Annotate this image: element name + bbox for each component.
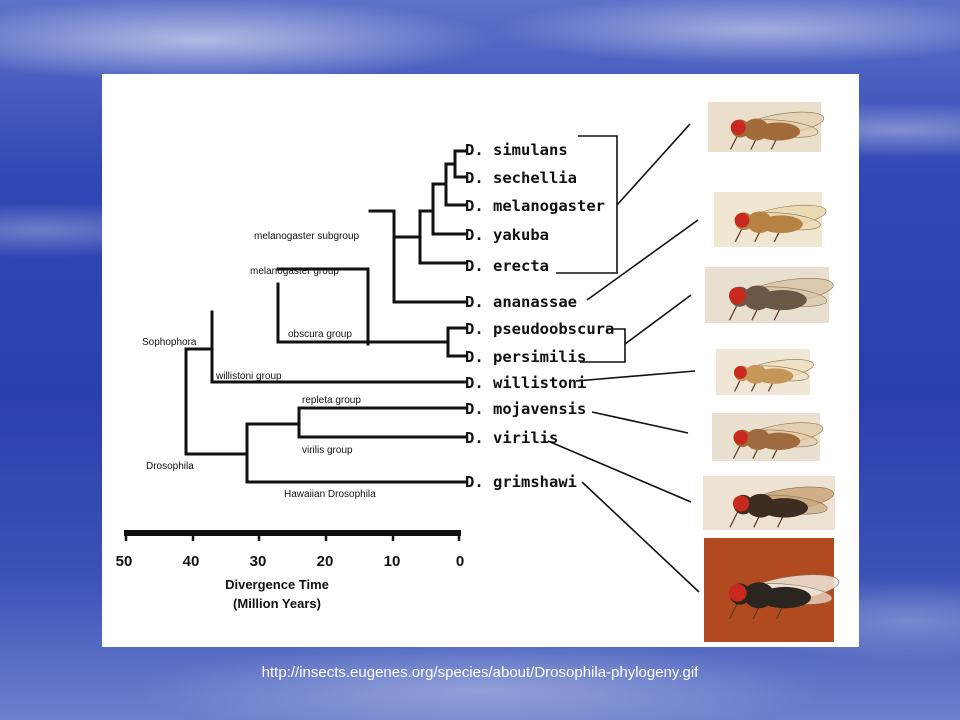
connector-line — [624, 294, 692, 345]
axis-tick-label: 0 — [456, 553, 464, 570]
bracket-lines — [547, 123, 700, 593]
fly-photo — [704, 538, 840, 642]
species-label: D. sechellia — [465, 169, 577, 187]
group-label-melanogaster-subgroup: melanogaster subgroup — [254, 231, 360, 242]
species-labels: D. simulans D. sechellia D. melanogaster… — [465, 141, 614, 491]
group-labels: melanogaster subgroup melanogaster group… — [142, 231, 376, 500]
axis-title: (Million Years) — [233, 596, 321, 611]
tree-branches — [184, 149, 467, 484]
fly-photo — [703, 476, 835, 530]
species-label: D. virilis — [465, 429, 558, 447]
fly-photo — [716, 349, 814, 395]
obscura-bracket — [580, 328, 626, 363]
fly-eye — [732, 495, 750, 512]
group-label-virilis-group: virilis group — [302, 445, 353, 456]
fly-eye — [730, 120, 746, 135]
group-label-obscura-group: obscura group — [288, 329, 352, 340]
species-label: D. melanogaster — [465, 197, 605, 215]
fly-thorax — [742, 285, 773, 311]
connector-line — [547, 440, 692, 503]
axis-tick-label: 10 — [384, 553, 401, 570]
axis-tick-label: 40 — [183, 553, 200, 570]
species-label: D. simulans — [465, 141, 568, 159]
species-label: D. yakuba — [465, 226, 549, 244]
phylogeny-diagram: D. simulans D. sechellia D. melanogaster… — [116, 102, 840, 642]
species-label: D. mojavensis — [465, 400, 586, 418]
fly-photos — [703, 102, 840, 642]
species-label: D. willistoni — [465, 374, 586, 392]
axis-tick-label: 50 — [116, 553, 133, 570]
axis-tick-label: 30 — [250, 553, 267, 570]
axis-title: Divergence Time — [225, 577, 329, 592]
figure-panel: D. simulans D. sechellia D. melanogaster… — [102, 74, 859, 647]
connector-line — [591, 411, 689, 434]
fly-eye — [733, 366, 747, 379]
fly-photo — [712, 413, 824, 461]
fly-thorax — [744, 364, 767, 384]
time-axis: 50 40 30 20 10 0 Divergence Time (Millio… — [116, 530, 464, 611]
fly-thorax — [746, 211, 773, 234]
connector-line — [586, 219, 699, 301]
species-label: D. ananassae — [465, 293, 577, 311]
group-label-willistoni-group: willistoni group — [215, 371, 282, 382]
fly-photo — [714, 192, 827, 247]
fly-eye — [728, 287, 746, 304]
group-label-repleta-group: repleta group — [302, 395, 361, 406]
source-url: http://insects.eugenes.org/species/about… — [261, 664, 699, 681]
group-label-hawaiian-drosophila: Hawaiian Drosophila — [284, 489, 376, 500]
fly-thorax — [743, 118, 770, 141]
group-label-melanogaster-group: melanogaster group — [250, 266, 339, 277]
fly-eye — [734, 212, 750, 228]
axis-bar — [124, 530, 461, 536]
fly-eye — [728, 583, 747, 602]
group-label-drosophila: Drosophila — [146, 461, 194, 472]
fly-thorax — [743, 582, 775, 609]
group-label-sophophora: Sophophora — [142, 337, 197, 348]
fly-thorax — [745, 428, 771, 450]
connector-line — [575, 370, 696, 382]
connector-line — [616, 123, 691, 206]
species-label: D. erecta — [465, 257, 549, 275]
species-label: D. pseudoobscura — [465, 320, 614, 338]
fly-photo — [708, 102, 825, 152]
fly-photo — [705, 267, 834, 323]
species-label: D. grimshawi — [465, 473, 577, 491]
connector-line — [581, 481, 700, 593]
fly-thorax — [746, 493, 775, 518]
species-label: D. persimilis — [465, 348, 586, 366]
fly-eye — [733, 430, 748, 445]
axis-tick-label: 20 — [317, 553, 334, 570]
